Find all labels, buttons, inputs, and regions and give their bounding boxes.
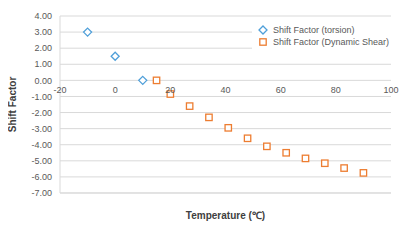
svg-text:4.00: 4.00	[34, 11, 52, 21]
svg-text:-3.00: -3.00	[31, 124, 52, 134]
svg-text:-6.00: -6.00	[31, 172, 52, 182]
svg-text:60: 60	[276, 85, 286, 95]
svg-text:-1.00: -1.00	[31, 92, 52, 102]
svg-text:-2.00: -2.00	[31, 108, 52, 118]
svg-text:0.00: 0.00	[34, 76, 52, 86]
svg-text:1.00: 1.00	[34, 59, 52, 69]
svg-text:100: 100	[383, 85, 398, 95]
svg-text:Temperature (℃): Temperature (℃)	[186, 210, 265, 221]
svg-text:40: 40	[220, 85, 230, 95]
svg-text:-7.00: -7.00	[31, 188, 52, 198]
svg-text:3.00: 3.00	[34, 27, 52, 37]
svg-text:80: 80	[331, 85, 341, 95]
svg-text:Shift Factor: Shift Factor	[8, 77, 18, 133]
html-text:Shift Factor (torsion): Shift Factor (torsion)	[273, 25, 355, 35]
svg-text:0: 0	[113, 85, 118, 95]
html-text:Shift Factor (Dynamic Shear): Shift Factor (Dynamic Shear)	[273, 37, 389, 47]
svg-text:-20: -20	[53, 85, 66, 95]
svg-text:-4.00: -4.00	[31, 140, 52, 150]
svg-text:-5.00: -5.00	[31, 156, 52, 166]
svg-text:20: 20	[165, 85, 175, 95]
svg-text:2.00: 2.00	[34, 43, 52, 53]
